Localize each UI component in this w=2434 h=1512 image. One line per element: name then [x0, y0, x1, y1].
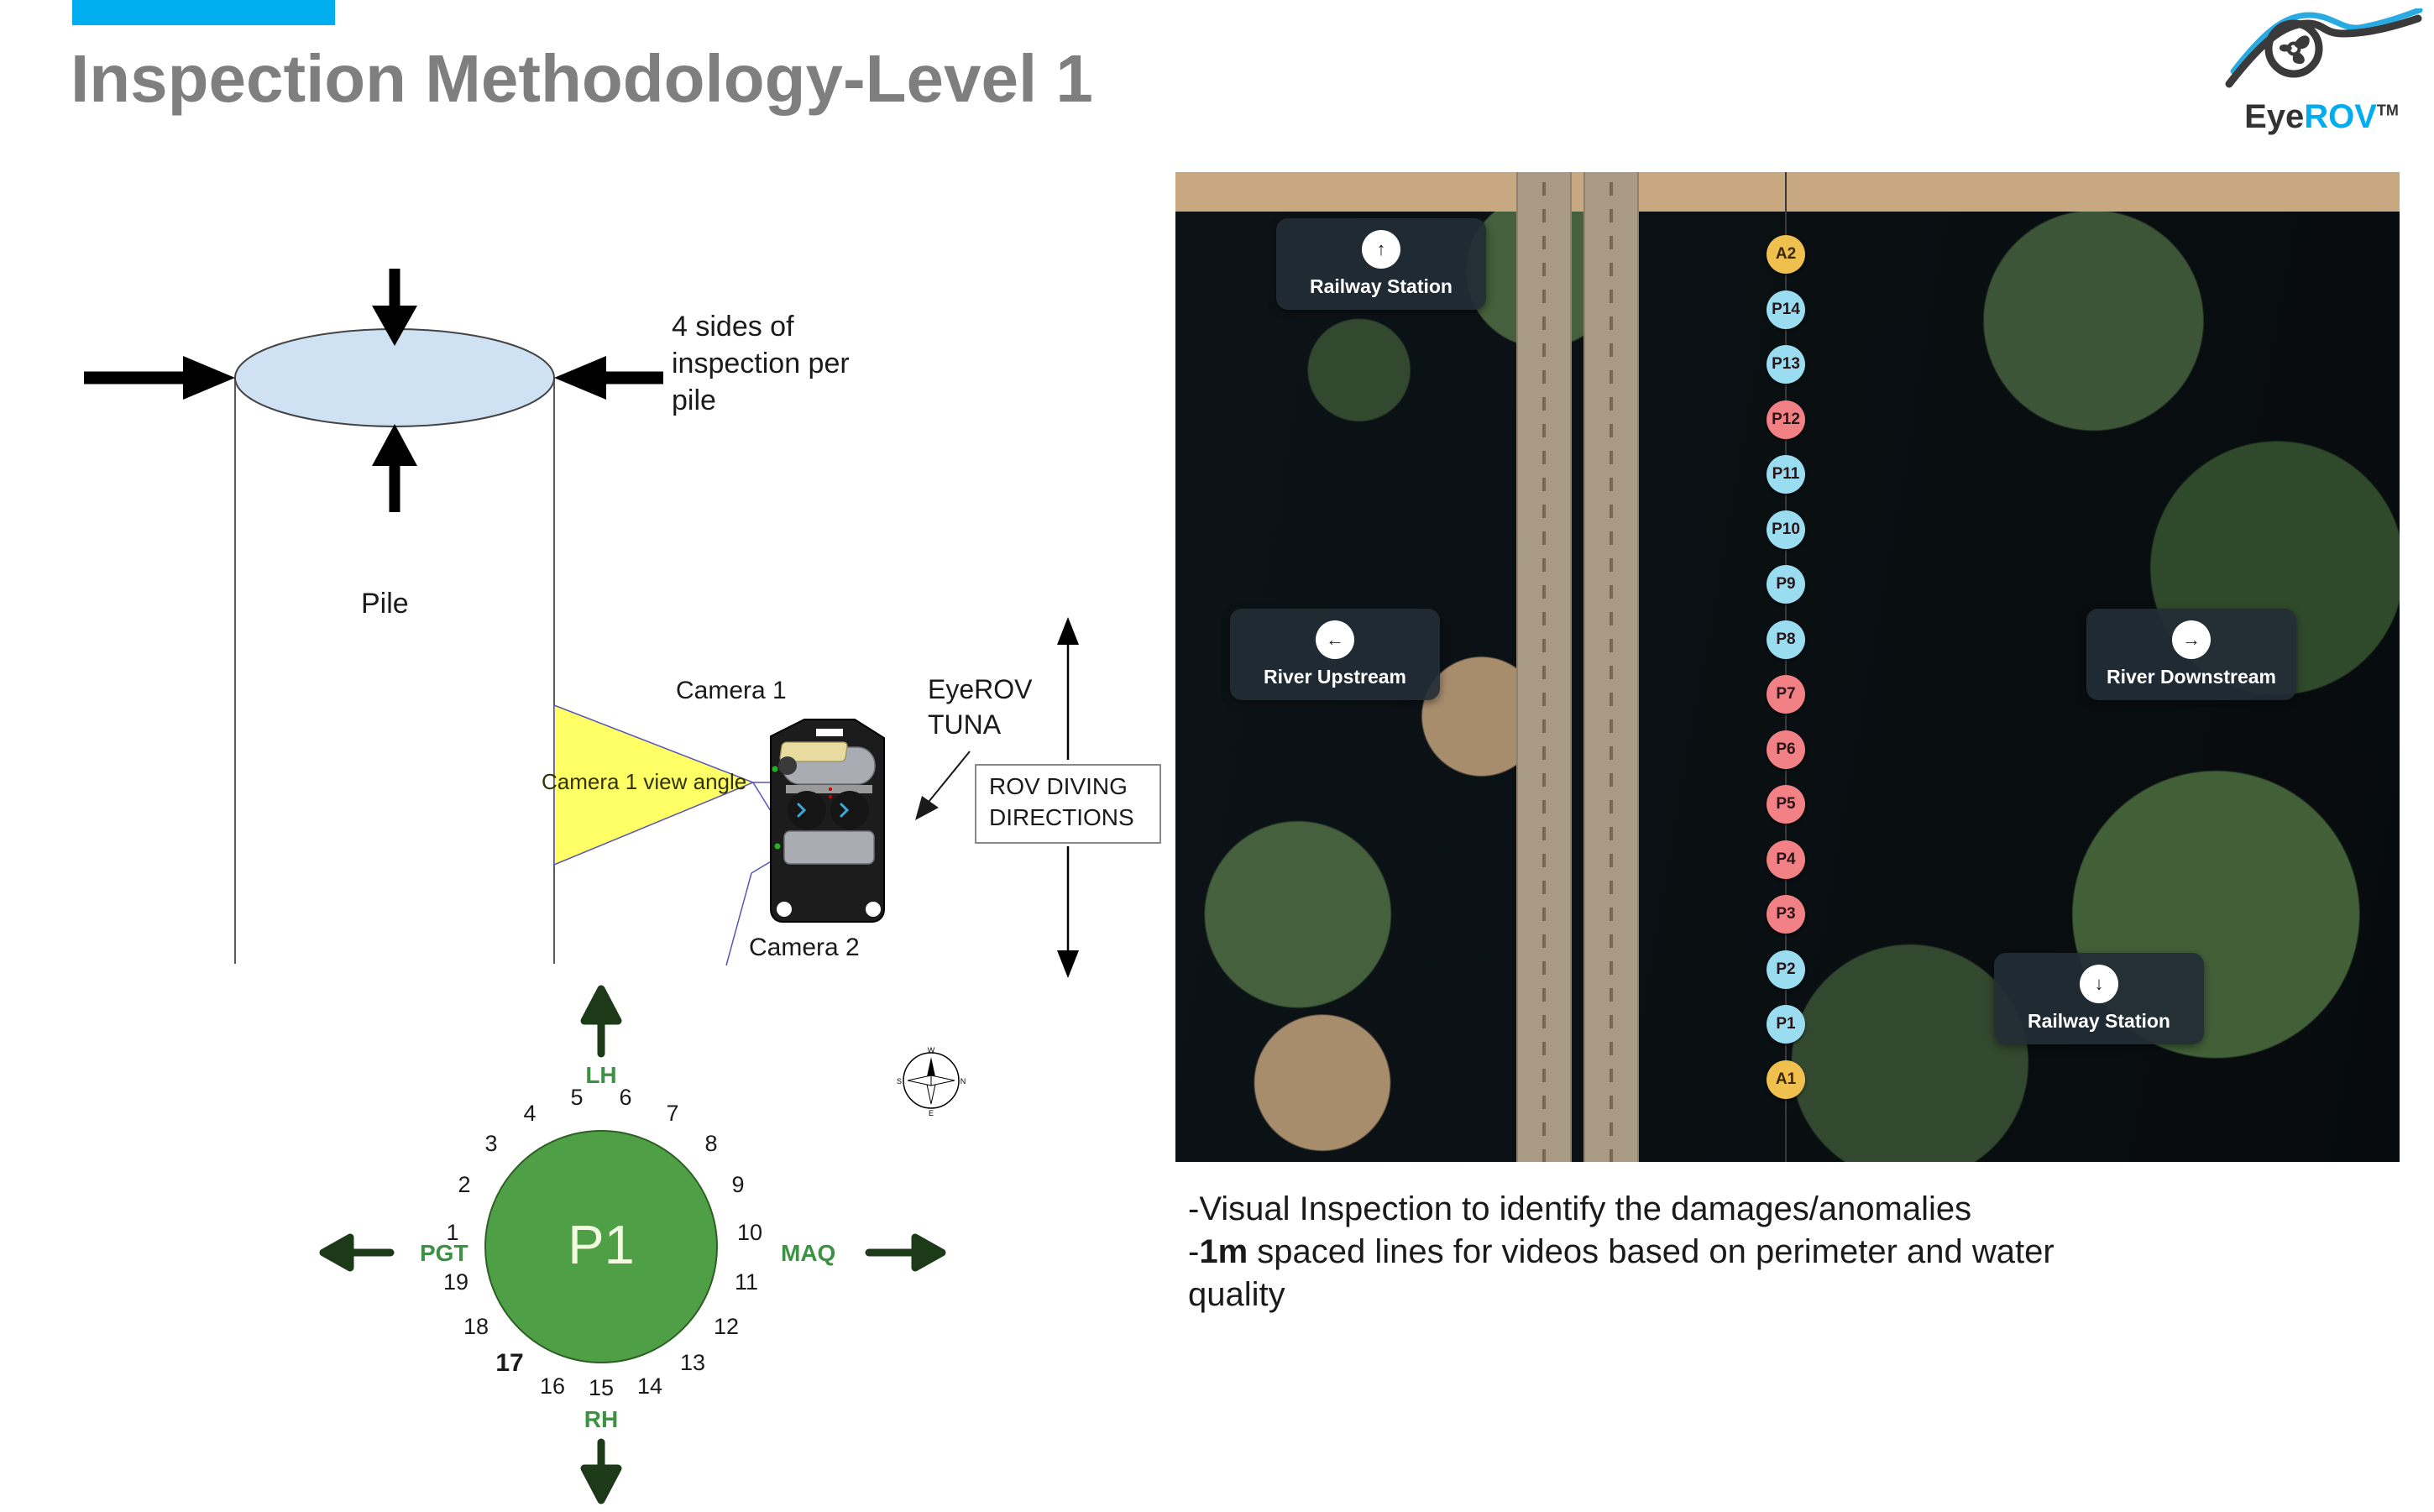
svg-text:ROV DIVING: ROV DIVING [989, 773, 1128, 799]
svg-text:6: 6 [619, 1085, 631, 1110]
svg-text:2: 2 [458, 1172, 470, 1197]
svg-text:Camera 1 view angle: Camera 1 view angle [542, 769, 746, 794]
svg-text:pile: pile [672, 385, 716, 416]
svg-text:19: 19 [443, 1269, 468, 1295]
svg-text:12: 12 [714, 1314, 739, 1339]
svg-text:4: 4 [523, 1101, 536, 1126]
svg-text:16: 16 [540, 1373, 565, 1399]
svg-text:4 sides of: 4 sides of [672, 311, 794, 343]
svg-text:14: 14 [637, 1373, 662, 1399]
svg-text:EyeROV: EyeROV [928, 674, 1033, 704]
svg-text:S: S [897, 1077, 902, 1086]
svg-text:18: 18 [463, 1314, 489, 1339]
svg-text:10: 10 [737, 1220, 762, 1245]
svg-text:inspection per: inspection per [672, 348, 850, 379]
svg-text:8: 8 [704, 1131, 717, 1156]
svg-text:17: 17 [495, 1349, 523, 1377]
svg-text:15: 15 [589, 1375, 614, 1400]
svg-text:Camera 2: Camera 2 [749, 934, 860, 961]
svg-text:LH: LH [585, 1062, 616, 1088]
svg-text:TUNA: TUNA [928, 709, 1002, 740]
svg-text:MAQ: MAQ [781, 1240, 835, 1266]
svg-text:9: 9 [731, 1172, 744, 1197]
svg-text:P1: P1 [568, 1214, 635, 1275]
svg-text:3: 3 [484, 1131, 497, 1156]
svg-text:5: 5 [570, 1085, 583, 1110]
svg-text:DIRECTIONS: DIRECTIONS [989, 804, 1134, 830]
svg-text:W: W [928, 1046, 935, 1054]
svg-text:Camera 1: Camera 1 [676, 677, 787, 704]
svg-text:1: 1 [446, 1220, 458, 1245]
svg-text:11: 11 [735, 1269, 758, 1295]
svg-text:N: N [961, 1077, 966, 1086]
svg-text:Pile: Pile [361, 588, 409, 620]
svg-text:PGT: PGT [420, 1240, 468, 1266]
svg-text:RH: RH [584, 1406, 618, 1432]
svg-text:E: E [929, 1109, 934, 1117]
svg-text:7: 7 [666, 1101, 678, 1126]
svg-text:13: 13 [680, 1350, 705, 1375]
